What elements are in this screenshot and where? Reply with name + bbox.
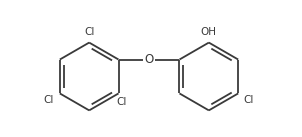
- Text: OH: OH: [201, 27, 217, 37]
- Text: Cl: Cl: [117, 97, 127, 107]
- Text: Cl: Cl: [44, 95, 54, 105]
- Text: Cl: Cl: [84, 27, 94, 37]
- Text: O: O: [144, 53, 154, 66]
- Text: Cl: Cl: [244, 95, 254, 105]
